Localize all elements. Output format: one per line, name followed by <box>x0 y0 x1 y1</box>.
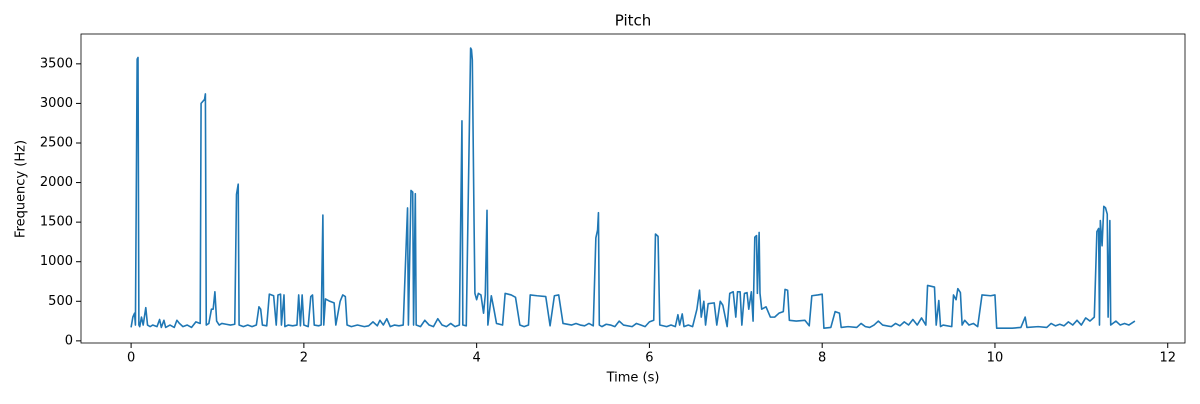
y-tick-label: 500 <box>48 294 73 309</box>
chart-title: Pitch <box>615 12 652 30</box>
y-tick-label: 3000 <box>40 96 73 111</box>
x-tick-label: 10 <box>987 351 1004 366</box>
y-tick-label: 1500 <box>40 215 73 230</box>
x-tick-label: 0 <box>127 351 135 366</box>
x-tick-label: 6 <box>645 351 653 366</box>
x-tick-label: 8 <box>818 351 826 366</box>
y-tick-label: 3500 <box>40 56 73 71</box>
x-tick-label: 4 <box>473 351 481 366</box>
x-tick-label: 12 <box>1159 351 1176 366</box>
y-axis-label: Frequency (Hz) <box>14 140 29 238</box>
x-tick-label: 2 <box>300 351 308 366</box>
x-axis-label: Time (s) <box>606 371 660 386</box>
y-tick-label: 0 <box>65 333 73 348</box>
y-tick-label: 1000 <box>40 254 73 269</box>
plot-frame <box>80 33 1186 344</box>
pitch-line <box>130 47 1136 329</box>
y-tick-label: 2000 <box>40 175 73 190</box>
y-tick-label: 2500 <box>40 135 73 150</box>
